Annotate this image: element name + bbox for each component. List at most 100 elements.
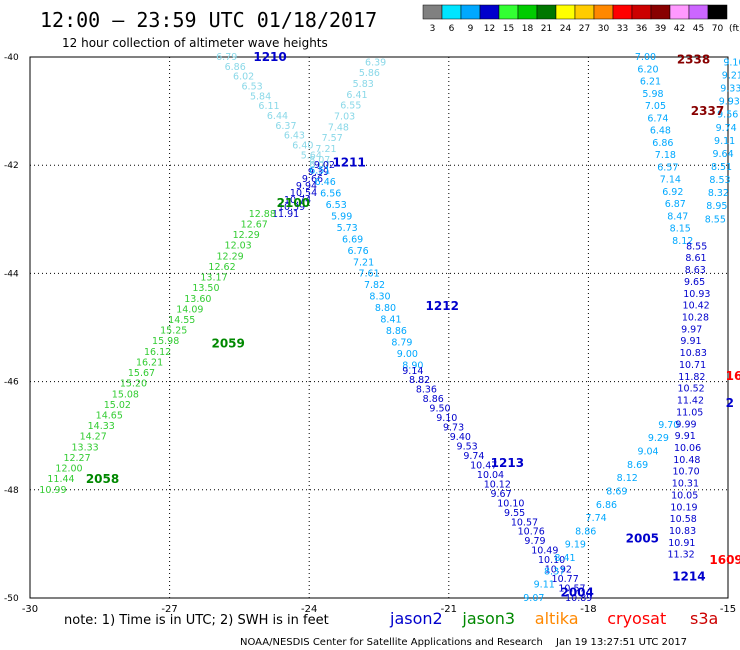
legend-bin-label: 39 (655, 24, 667, 34)
swh-value: 10.91 (668, 538, 695, 549)
time-label: 1213 (491, 456, 524, 470)
swh-value: 9.74 (463, 451, 484, 462)
satellite-jason3: jason3 (461, 609, 515, 628)
swh-value: 9.55 (504, 508, 525, 519)
swh-value: 8.90 (402, 360, 423, 371)
swh-value: 8.86 (423, 394, 444, 405)
legend-bin-label: 6 (449, 24, 455, 34)
swh-value: 10.12 (484, 479, 511, 490)
swh-value: 8.61 (685, 253, 706, 264)
swh-value: 9.91 (680, 336, 701, 347)
swh-value: 8.95 (706, 201, 727, 212)
swh-value: 8.69 (627, 460, 648, 471)
swh-value: 15.98 (152, 336, 179, 347)
swh-value: 12.88 (249, 209, 276, 220)
swh-value: 7.21 (315, 144, 336, 155)
swh-value: 11.05 (676, 407, 703, 418)
y-tick-label: -42 (4, 161, 19, 171)
swh-value: 7.61 (358, 269, 379, 280)
swh-value: 6.46 (315, 177, 336, 188)
time-label: 16 (726, 369, 740, 383)
swh-value: 14.65 (96, 411, 123, 422)
swh-value: 12.27 (63, 453, 90, 464)
y-tick-label: -50 (4, 594, 19, 604)
swh-value: 10.83 (680, 348, 707, 359)
swh-value: 7.21 (353, 257, 374, 268)
legend-swatch (593, 4, 614, 20)
swh-value: 15.25 (160, 326, 187, 337)
swh-value: 8.12 (617, 473, 638, 484)
swh-value: 9.91 (675, 431, 696, 442)
swh-value: 7.03 (334, 112, 355, 123)
swh-value: 6.44 (267, 111, 288, 122)
swh-value: 10.83 (669, 526, 696, 537)
legend-bin-label: 45 (693, 24, 704, 34)
swh-value: 6.43 (284, 131, 305, 142)
track: 9.07 9.11 8.37 8.41 9.19 8.86 7.74 6.86 8.69 8.12… (523, 420, 679, 604)
satellite-s3a: s3a (690, 609, 718, 628)
swh-value: 10.74 (284, 195, 311, 206)
swh-value: 6.51 (309, 166, 330, 177)
swh-value: 5.73 (337, 223, 358, 234)
swh-value: 8.12 (672, 236, 693, 247)
swh-value: 10.05 (671, 490, 698, 501)
swh-value: 14.33 (88, 421, 115, 432)
swh-value: 9.04 (637, 447, 658, 458)
time-label: 2338 (677, 53, 710, 67)
swh-value: 5.84 (250, 91, 271, 102)
swh-value: 9.40 (450, 432, 471, 443)
time-label: 1214 (672, 569, 705, 583)
swh-value: 9.11 (534, 580, 555, 591)
swh-value: 10.06 (674, 443, 701, 454)
swh-value: 10.28 (682, 313, 709, 324)
swh-value: 9.66 (302, 174, 323, 185)
axes: -30 -27 -24 -21 -18 -15 -40 -42 -44 -46 -48 -50 (4, 53, 736, 615)
swh-value: 12.62 (208, 262, 235, 273)
swh-value: 6.56 (320, 189, 341, 200)
track: 9.10 9.21 9.33 9.93 9.56 9.74 9.11 9.64 8.51 8.53… (705, 57, 740, 225)
y-tick-label: -46 (4, 378, 19, 388)
swh-value: 10.92 (545, 565, 572, 576)
swh-value: 6.37 (275, 121, 296, 132)
x-tick-label: -27 (161, 604, 177, 615)
swh-value: 9.99 (675, 419, 696, 430)
legend-bin-label: 18 (522, 24, 534, 34)
swh-value: 9.19 (565, 540, 586, 551)
legend-swatch (574, 4, 595, 20)
swh-value: 8.86 (575, 526, 596, 537)
legend-unit: (ft) (729, 24, 740, 34)
footer-note: note: 1) Time is in UTC; 2) SWH is in fe… (64, 613, 329, 628)
swh-value: 9.97 (681, 324, 702, 335)
legend-bin-label: 9 (468, 24, 474, 34)
time-label: 1211 (332, 155, 365, 169)
satellite-legend: jason2 jason3 altika cryosat s3a (389, 609, 718, 628)
swh-value: 9.29 (648, 433, 669, 444)
swh-value: 9.02 (314, 160, 335, 171)
legend-bin-label: 27 (579, 24, 590, 34)
swh-value: 14.09 (176, 304, 203, 315)
track: 7.006.20 6.215.987.056.74 6.486.867.186.57… (635, 52, 693, 247)
swh-value: 16.21 (136, 357, 163, 368)
legend-bin-label: 30 (598, 24, 610, 34)
satellite-cryosat: cryosat (607, 609, 666, 628)
time-label: 2100 (277, 196, 310, 210)
legend-bin-label: 70 (712, 24, 724, 34)
swh-value: 12.00 (55, 464, 82, 475)
legend-swatch (441, 4, 462, 20)
swh-value: 15.67 (128, 368, 155, 379)
legend-swatch (650, 4, 671, 20)
swh-value: 7.74 (586, 513, 607, 524)
swh-value: 10.77 (552, 574, 579, 585)
swh-value: 8.41 (380, 315, 401, 326)
swh-value: 13.33 (72, 442, 99, 453)
time-label: 2 (726, 396, 734, 410)
legend-bin-label: 24 (560, 24, 572, 34)
legend-bin-label: 12 (484, 24, 495, 34)
footer-credit: NOAA/NESDIS Center for Satellite Applica… (240, 637, 543, 648)
swh-value: 9.70 (658, 420, 679, 431)
swh-value: 8.36 (416, 385, 437, 396)
swh-value: 6.53 (326, 200, 347, 211)
chart-header: 12:00 – 23:59 UTC 01/18/2017 12 hour col… (40, 8, 377, 50)
swh-value: 6.48 (650, 126, 671, 137)
swh-value: 5.98 (642, 89, 663, 100)
